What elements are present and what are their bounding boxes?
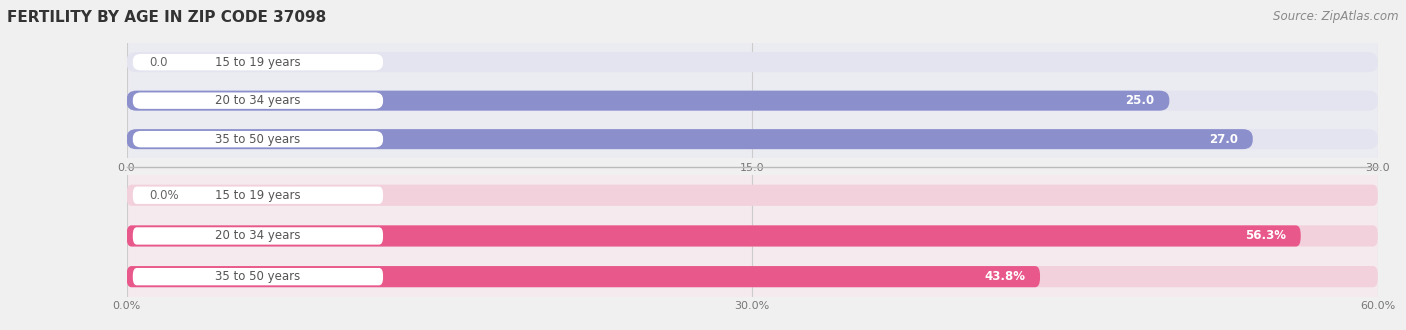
- FancyBboxPatch shape: [127, 91, 1378, 111]
- FancyBboxPatch shape: [127, 266, 1378, 287]
- FancyBboxPatch shape: [132, 54, 382, 70]
- Text: 35 to 50 years: 35 to 50 years: [215, 133, 301, 146]
- Text: 0.0%: 0.0%: [149, 189, 179, 202]
- FancyBboxPatch shape: [127, 52, 1378, 72]
- Text: 43.8%: 43.8%: [984, 270, 1025, 283]
- FancyBboxPatch shape: [127, 129, 1253, 149]
- FancyBboxPatch shape: [127, 266, 1040, 287]
- FancyBboxPatch shape: [127, 225, 1378, 247]
- Text: 15 to 19 years: 15 to 19 years: [215, 189, 301, 202]
- Text: Source: ZipAtlas.com: Source: ZipAtlas.com: [1274, 10, 1399, 23]
- FancyBboxPatch shape: [127, 129, 1378, 149]
- FancyBboxPatch shape: [132, 92, 382, 109]
- Text: 20 to 34 years: 20 to 34 years: [215, 94, 301, 107]
- FancyBboxPatch shape: [127, 91, 1170, 111]
- Text: 27.0: 27.0: [1209, 133, 1237, 146]
- Text: 0.0: 0.0: [149, 56, 167, 69]
- FancyBboxPatch shape: [132, 227, 382, 245]
- Text: 56.3%: 56.3%: [1244, 229, 1285, 243]
- Text: 25.0: 25.0: [1125, 94, 1154, 107]
- Text: FERTILITY BY AGE IN ZIP CODE 37098: FERTILITY BY AGE IN ZIP CODE 37098: [7, 10, 326, 25]
- FancyBboxPatch shape: [132, 186, 382, 204]
- FancyBboxPatch shape: [127, 185, 1378, 206]
- FancyBboxPatch shape: [127, 225, 1301, 247]
- Text: 20 to 34 years: 20 to 34 years: [215, 229, 301, 243]
- FancyBboxPatch shape: [132, 268, 382, 285]
- Text: 35 to 50 years: 35 to 50 years: [215, 270, 301, 283]
- FancyBboxPatch shape: [132, 131, 382, 148]
- Text: 15 to 19 years: 15 to 19 years: [215, 56, 301, 69]
